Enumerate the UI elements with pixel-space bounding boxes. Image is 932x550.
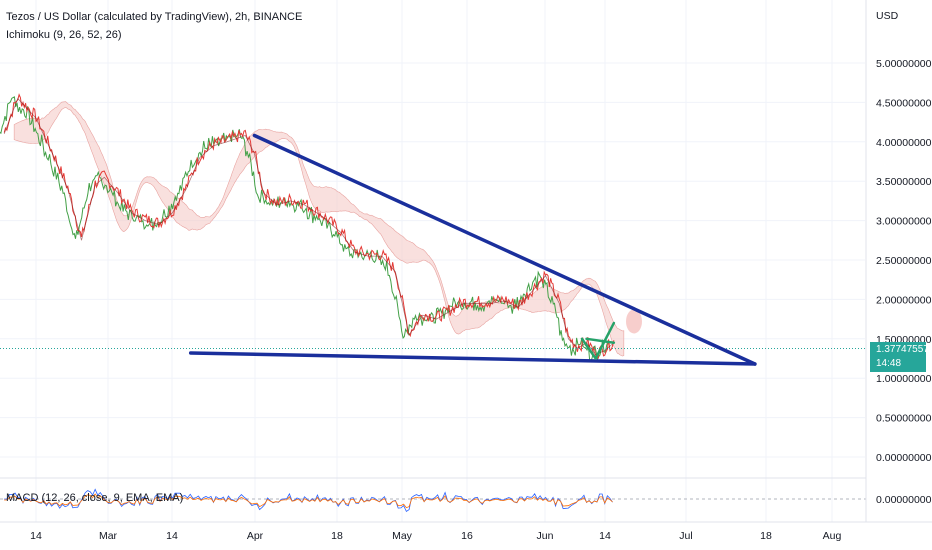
y-tick-label: 4.50000000 xyxy=(876,97,932,109)
x-tick-label: 14 xyxy=(30,530,42,542)
x-tick-label: Jun xyxy=(537,530,554,542)
y-tick-label: 5.00000000 xyxy=(876,58,932,70)
last-price-value: 1.37747557 xyxy=(876,344,929,355)
conversion-line xyxy=(3,93,615,360)
x-tick-label: 18 xyxy=(760,530,772,542)
y-unit-label: USD xyxy=(876,10,899,22)
descending-trendline xyxy=(252,133,757,366)
x-tick-label: May xyxy=(392,530,413,542)
ichimoku-cloud xyxy=(13,101,642,357)
cloud-band xyxy=(13,101,625,357)
bar-countdown: 14:48 xyxy=(876,358,902,369)
macd-pane xyxy=(0,488,866,512)
macd-legend[interactable]: MACD (12, 26, close, 9, EMA, EMA) xyxy=(6,492,184,504)
y-tick-label: 2.00000000 xyxy=(876,294,932,306)
x-tick-label: 14 xyxy=(599,530,611,542)
macd-y-tick: 0.00000000 xyxy=(876,494,932,506)
drawings[interactable] xyxy=(188,133,757,366)
support-line xyxy=(188,351,757,366)
last-price-tag: 1.37747557 14:48 xyxy=(870,342,929,372)
grid xyxy=(0,0,866,522)
y-tick-label: 3.50000000 xyxy=(876,176,932,188)
x-tick-label: Aug xyxy=(823,530,842,542)
price-axis[interactable]: 5.00000000 4.50000000 4.00000000 3.50000000… xyxy=(865,0,932,522)
x-tick-label: 16 xyxy=(461,530,473,542)
y-tick-label: 0.50000000 xyxy=(876,413,932,425)
green-check-mark xyxy=(580,321,616,360)
x-tick-label: 18 xyxy=(331,530,343,542)
future-cloud xyxy=(626,309,642,334)
x-tick-label: Apr xyxy=(247,530,264,542)
macd-line xyxy=(4,488,613,512)
x-tick-label: 14 xyxy=(166,530,178,542)
time-axis[interactable]: 14 Mar 14 Apr 18 May 16 Jun 14 Jul 18 Aug xyxy=(0,521,932,542)
y-tick-label: 4.00000000 xyxy=(876,137,932,149)
x-tick-label: Mar xyxy=(99,530,118,542)
y-tick-label: 3.00000000 xyxy=(876,216,932,228)
price-series xyxy=(0,93,866,363)
signal-line xyxy=(4,493,613,509)
green-flat-mark xyxy=(585,337,616,344)
chart-title: Tezos / US Dollar (calculated by Trading… xyxy=(6,11,303,23)
ichimoku-legend[interactable]: Ichimoku (9, 26, 52, 26) xyxy=(6,29,122,41)
y-tick-label: 0.00000000 xyxy=(876,452,932,464)
y-tick-label: 2.50000000 xyxy=(876,255,932,267)
x-tick-label: Jul xyxy=(679,530,692,542)
y-tick-label: 1.00000000 xyxy=(876,373,932,385)
base-line xyxy=(3,97,615,356)
